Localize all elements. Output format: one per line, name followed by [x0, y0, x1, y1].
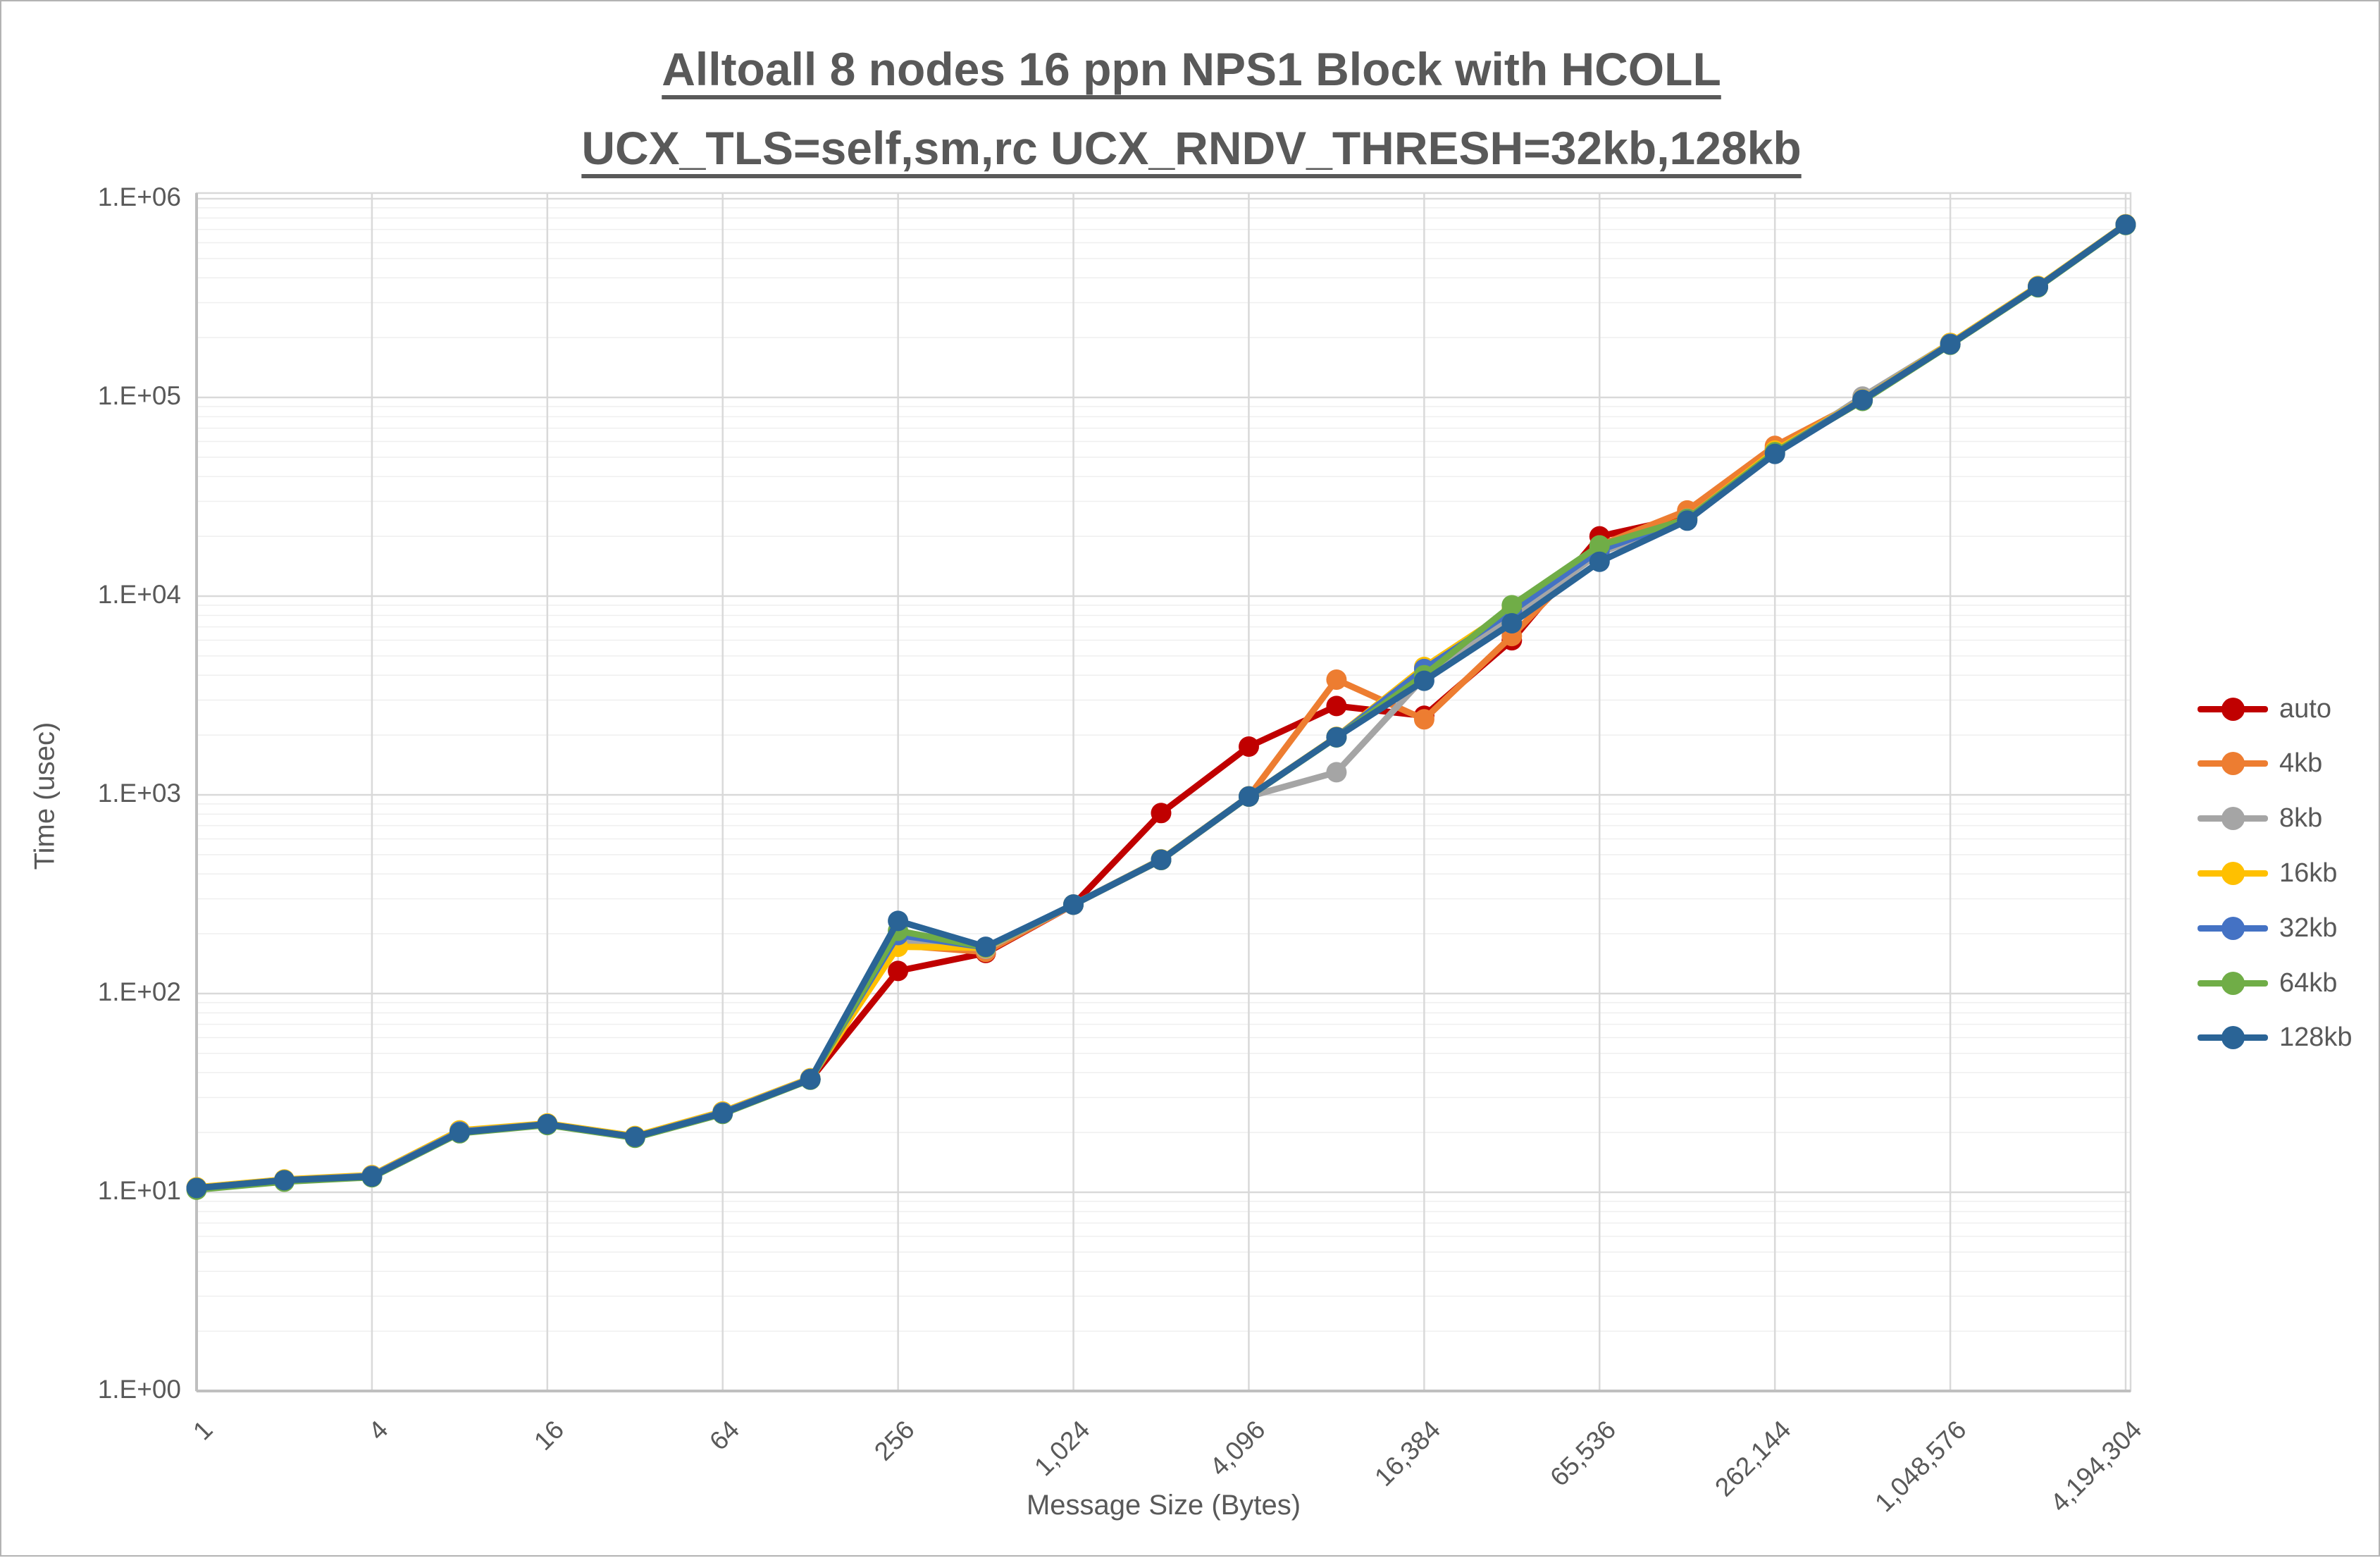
series-marker-128kb: [1852, 390, 1873, 411]
legend-label: auto: [2279, 693, 2331, 724]
legend-item-64kb: 64kb: [2198, 956, 2337, 1010]
legend-label: 32kb: [2279, 913, 2338, 943]
series-marker-128kb: [1501, 613, 1523, 633]
series-marker-128kb: [2028, 276, 2048, 297]
series-marker-128kb: [712, 1103, 733, 1124]
legend-swatch-icon: [2198, 697, 2268, 721]
legend-marker-icon: [2221, 861, 2245, 885]
legend-swatch-icon: [2198, 1026, 2268, 1050]
series-line-4kb: [193, 221, 2129, 1192]
series-marker-auto: [1151, 803, 1172, 824]
series-marker-128kb: [1589, 551, 1610, 572]
series-marker-auto: [1239, 736, 1259, 757]
series-marker-auto: [888, 960, 909, 982]
y-tick-label: 1.E+02: [97, 977, 181, 1006]
series-line-auto: [193, 221, 2129, 1192]
series-marker-128kb: [1413, 670, 1434, 691]
legend-marker-icon: [2221, 1026, 2245, 1050]
series-line-32kb: [193, 221, 2129, 1192]
series-marker-128kb: [537, 1113, 558, 1135]
legend-label: 16kb: [2279, 858, 2338, 888]
x-axis-title: Message Size (Bytes): [1026, 1490, 1301, 1521]
legend-item-32kb: 32kb: [2198, 901, 2337, 955]
series-marker-128kb: [1677, 510, 1698, 531]
legend-swatch-icon: [2198, 861, 2268, 885]
y-tick-label: 1.E+03: [97, 779, 181, 808]
legend-item-8kb: 8kb: [2198, 792, 2322, 846]
series-marker-128kb: [1239, 786, 1259, 807]
chart-title: Alltoall 8 nodes 16 ppn NPS1 Block with …: [1, 30, 2380, 187]
series-line-64kb: [193, 221, 2129, 1193]
series-marker-64kb: [1589, 535, 1610, 556]
legend-swatch-icon: [2198, 807, 2268, 831]
legend-item-16kb: 16kb: [2198, 846, 2337, 900]
y-tick-label: 1.E+04: [97, 580, 181, 609]
series-marker-128kb: [274, 1170, 295, 1191]
legend-marker-icon: [2221, 916, 2245, 940]
series-line-8kb: [193, 221, 2129, 1192]
y-tick-label: 1.E+05: [97, 381, 181, 410]
legend-label: 4kb: [2279, 748, 2323, 779]
series-marker-128kb: [186, 1177, 207, 1199]
chart-title-line1: Alltoall 8 nodes 16 ppn NPS1 Block with …: [662, 43, 1721, 95]
legend-swatch-icon: [2198, 752, 2268, 776]
legend-item-128kb: 128kb: [2198, 1011, 2353, 1065]
series-marker-4kb: [1326, 669, 1347, 690]
legend-swatch-icon: [2198, 971, 2268, 995]
legend-label: 128kb: [2279, 1022, 2353, 1053]
legend-marker-icon: [2221, 752, 2245, 776]
series-marker-128kb: [2115, 214, 2136, 235]
series-marker-128kb: [1326, 727, 1347, 748]
y-tick-label: 1.E+01: [97, 1176, 181, 1205]
y-tick-label: 1.E+06: [97, 183, 181, 211]
series-line-16kb: [193, 221, 2129, 1191]
y-tick-label: 1.E+00: [97, 1375, 181, 1404]
series-marker-4kb: [1413, 709, 1434, 730]
legend-marker-icon: [2221, 971, 2245, 995]
series-marker-128kb: [1764, 443, 1785, 464]
legend-label: 64kb: [2279, 967, 2338, 998]
series-marker-128kb: [361, 1166, 383, 1187]
legend-label: 8kb: [2279, 803, 2323, 834]
series-marker-128kb: [449, 1122, 470, 1143]
series-marker-128kb: [1151, 849, 1172, 870]
series-marker-128kb: [975, 936, 996, 958]
series-marker-128kb: [624, 1126, 645, 1147]
series-marker-128kb: [1940, 334, 1961, 355]
series-marker-64kb: [1501, 595, 1523, 616]
series-marker-128kb: [800, 1069, 821, 1090]
series-marker-8kb: [1326, 762, 1347, 783]
legend-item-4kb: 4kb: [2198, 737, 2322, 791]
series-marker-128kb: [1063, 894, 1084, 915]
legend-item-auto: auto: [2198, 682, 2331, 736]
legend-marker-icon: [2221, 807, 2245, 831]
series-marker-128kb: [888, 910, 909, 932]
series-marker-auto: [1326, 695, 1347, 717]
legend-swatch-icon: [2198, 916, 2268, 940]
chart-title-line2: UCX_TLS=self,sm,rc UCX_RNDV_THRESH=32kb,…: [581, 122, 1802, 174]
legend-marker-icon: [2221, 697, 2245, 721]
series-line-128kb: [193, 221, 2129, 1192]
